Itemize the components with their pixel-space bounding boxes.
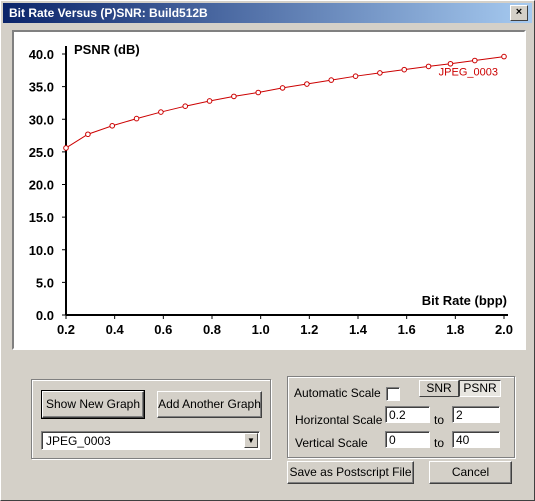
data-point <box>63 145 69 151</box>
data-point <box>472 57 478 64</box>
y-tick-label: 20.0 <box>29 178 54 193</box>
data-point <box>352 73 359 79</box>
data-point <box>255 89 262 96</box>
show-new-graph-button[interactable]: Show New Graph <box>41 390 145 419</box>
graph-select-value: JPEG_0003 <box>46 434 111 448</box>
data-point <box>425 63 432 70</box>
x-tick-label: 0.2 <box>57 322 75 337</box>
add-another-graph-button[interactable]: Add Another Graph <box>157 391 262 418</box>
y-tick-label: 30.0 <box>29 112 54 127</box>
plot-area: 0.0 5.0 10.0 15.0 20.0 25.0 30.0 35.0 40.0 0.2 0.4… <box>12 30 526 350</box>
y-tick-label: 40.0 <box>29 47 54 62</box>
x-tick-label: 2.0 <box>495 322 513 337</box>
close-button[interactable]: × <box>510 5 528 21</box>
series-label: JPEG_0003 <box>439 67 498 79</box>
horizontal-scale-from-input[interactable]: 0.2 <box>385 406 430 423</box>
data-point <box>85 131 91 138</box>
data-point <box>133 115 140 122</box>
graph-controls-group <box>31 379 271 459</box>
data-point <box>158 109 164 115</box>
data-point <box>401 66 408 73</box>
vertical-scale-from-input[interactable]: 0 <box>385 431 430 448</box>
data-point <box>447 60 454 67</box>
data-point <box>182 103 189 109</box>
y-tick-label: 0.0 <box>36 308 54 323</box>
x-tick-label: 1.2 <box>300 322 318 337</box>
x-tick-label: 1.4 <box>349 322 368 337</box>
graph-select[interactable]: JPEG_0003 ▼ <box>41 431 260 450</box>
y-tick-label: 15.0 <box>29 210 54 225</box>
y-axis-title: PSNR (dB) <box>74 42 140 57</box>
data-point <box>109 122 116 129</box>
psnr-chart: 0.0 5.0 10.0 15.0 20.0 25.0 30.0 35.0 40.0 0.2 0.4… <box>29 42 513 337</box>
vertical-to-label: to <box>434 436 445 450</box>
window-title: Bit Rate Versus (P)SNR: Build512B <box>9 6 208 20</box>
x-tick-label: 0.8 <box>203 322 221 337</box>
data-point <box>304 81 310 87</box>
y-tick-label: 25.0 <box>29 145 54 160</box>
vertical-scale-label: Vertical Scale <box>295 436 368 450</box>
horizontal-scale-to-input[interactable]: 2 <box>452 406 500 423</box>
cancel-button[interactable]: Cancel <box>429 461 512 484</box>
automatic-scale-checkbox[interactable] <box>386 387 400 401</box>
data-point <box>377 70 383 76</box>
x-tick-label: 1.0 <box>252 322 270 337</box>
data-point <box>206 98 213 104</box>
x-tick-label: 1.8 <box>446 322 464 337</box>
data-point <box>231 93 237 100</box>
x-tick-label: 0.4 <box>106 322 125 337</box>
vertical-scale-to-input[interactable]: 40 <box>452 431 500 448</box>
automatic-scale-label: Automatic Scale <box>294 386 381 400</box>
save-postscript-button[interactable]: Save as Postscript File <box>287 461 414 484</box>
horizontal-to-label: to <box>434 413 445 427</box>
y-tick-label: 35.0 <box>29 80 54 95</box>
psnr-toggle[interactable]: PSNR <box>459 380 501 397</box>
y-tick-label: 5.0 <box>36 275 54 290</box>
x-axis-title: Bit Rate (bpp) <box>422 293 507 308</box>
chevron-down-icon[interactable]: ▼ <box>244 433 258 448</box>
y-tick-label: 10.0 <box>29 243 54 258</box>
x-tick-label: 0.6 <box>154 322 172 337</box>
x-tick-label: 1.6 <box>398 322 416 337</box>
scale-controls-group <box>287 376 515 458</box>
data-point <box>328 77 335 83</box>
data-point <box>279 85 286 91</box>
horizontal-scale-label: Horizontal Scale <box>295 413 383 427</box>
snr-toggle[interactable]: SNR <box>419 380 459 397</box>
data-point <box>501 53 507 60</box>
title-bar[interactable]: Bit Rate Versus (P)SNR: Build512B × <box>3 3 532 23</box>
